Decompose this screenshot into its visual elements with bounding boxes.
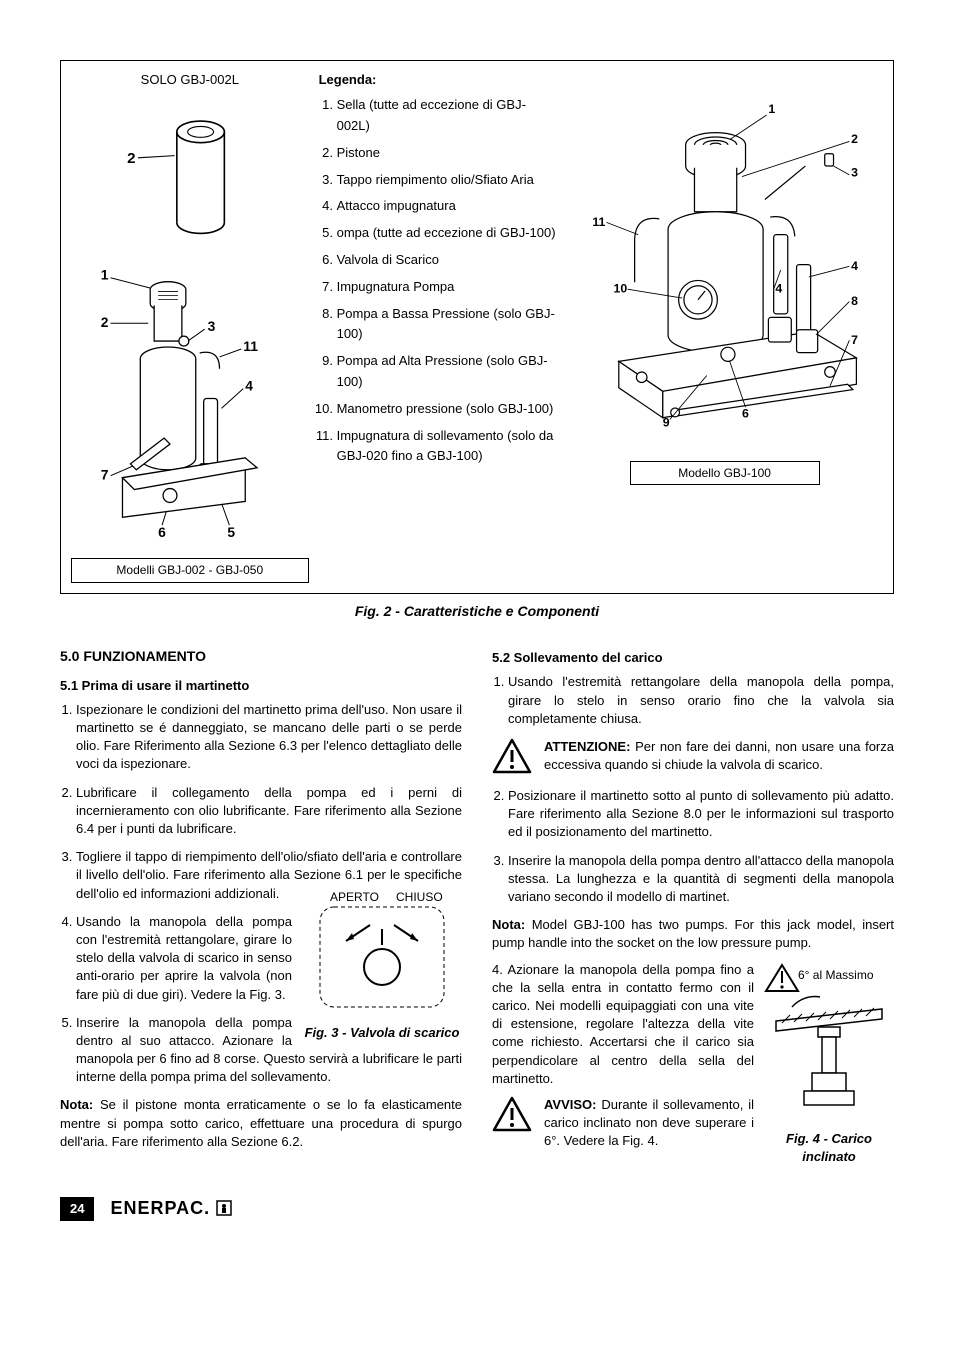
page-number: 24 [60, 1197, 94, 1221]
legend-2: Pistone [337, 143, 557, 164]
bc-1: 1 [769, 102, 776, 116]
legend-3: Tappo riempimento olio/Sfiato Aria [337, 170, 557, 191]
warning-icon [492, 1096, 532, 1137]
fig3-closed-label: CHIUSO [396, 890, 443, 904]
legend-4: Attacco impugnatura [337, 196, 557, 217]
fig3-open-label: APERTO [330, 890, 379, 904]
legend-heading: Legenda: [319, 71, 557, 89]
legend-11: Impugnatura di sollevamento (solo da GBJ… [337, 426, 557, 468]
figure-3: APERTO CHIUSO Fig. 3 - Valvola di scaric… [302, 885, 462, 1042]
bc-2: 2 [851, 132, 858, 146]
nota-right-text: Model GBJ-100 has two pumps. For this ja… [492, 917, 894, 950]
nota-right-label: Nota: [492, 917, 525, 932]
bc-4: 4 [851, 259, 858, 273]
li-5-1-3: Togliere il tappo di riempimento dell'ol… [76, 848, 462, 903]
callout-7: 7 [101, 466, 109, 482]
nota-right: Nota: Model GBJ-100 has two pumps. For t… [492, 916, 894, 952]
li-5-1-1: Ispezionare le condizioni del martinetto… [76, 701, 462, 774]
brand-logo: ENERPAC. [110, 1196, 232, 1221]
fig2-right-panel: 1 2 3 4 4 8 7 9 6 10 11 Modello GBJ-100 [566, 71, 883, 583]
legend-7: Impugnatura Pompa [337, 277, 557, 298]
left-model-caption: Modelli GBJ-002 - GBJ-050 [71, 558, 309, 583]
page-footer: 24 ENERPAC. [60, 1196, 894, 1221]
small-jack-svg: 1 2 3 11 4 7 6 5 [71, 250, 309, 547]
attenzione-label: ATTENZIONE: [544, 739, 630, 754]
legend-6: Valvola di Scarico [337, 250, 557, 271]
figure-2: SOLO GBJ-002L 2 1 2 3 11 4 7 [60, 60, 894, 594]
callout-4: 4 [245, 377, 253, 393]
attenzione-block: ATTENZIONE: Per non fare dei danni, non … [492, 738, 894, 779]
list-5-1: Ispezionare le condizioni del martinetto… [60, 701, 462, 1087]
bc-11: 11 [593, 215, 606, 229]
fig3-svg: APERTO CHIUSO [302, 885, 462, 1015]
fig4-caption: Fig. 4 - Carico inclinato [764, 1130, 894, 1166]
avviso-block: AVVISO: Durante il sollevamento, il cari… [492, 1096, 754, 1151]
legend-list: Sella (tutte ad eccezione di GBJ-002L) P… [319, 95, 557, 467]
callout-3: 3 [208, 318, 216, 334]
body-columns: 5.0 FUNZIONAMENTO 5.1 Prima di usare il … [60, 639, 894, 1172]
li-5-2-2: Posizionare il martinetto sotto al punto… [508, 787, 894, 842]
bc-3: 3 [851, 166, 858, 180]
nota-left: Nota: Se il pistone monta erraticamente … [60, 1096, 462, 1151]
legend-9: Pompa ad Alta Pressione (solo GBJ-100) [337, 351, 557, 393]
bc-7: 7 [851, 333, 858, 347]
nota-left-label: Nota: [60, 1097, 93, 1112]
h-5-0: 5.0 FUNZIONAMENTO [60, 647, 462, 667]
callout-2b: 2 [101, 314, 109, 330]
li-5-2-3: Inserire la manopola della pompa dentro … [508, 852, 894, 907]
bc-9: 9 [663, 416, 670, 430]
fig2-left-panel: SOLO GBJ-002L 2 1 2 3 11 4 7 [71, 71, 309, 583]
small-piston-svg: 2 [71, 93, 309, 244]
legend-5: ompa (tutte ad eccezione di GBJ-100) [337, 223, 557, 244]
right-model-caption: Modello GBJ-100 [630, 461, 820, 486]
h-5-1: 5.1 Prima di usare il martinetto [60, 677, 462, 695]
left-column: 5.0 FUNZIONAMENTO 5.1 Prima di usare il … [60, 639, 462, 1172]
callout-6: 6 [158, 524, 166, 540]
legend-10: Manometro pressione (solo GBJ-100) [337, 399, 557, 420]
fig4-label: 6° al Massimo [798, 968, 874, 982]
warning-icon [492, 738, 532, 779]
li-5-1-2: Lubrificare il collegamento della pompa … [76, 784, 462, 839]
big-jack-svg: 1 2 3 4 4 8 7 9 6 10 11 [566, 71, 883, 449]
list-5-2: Usando l'estremità rettangolare della ma… [492, 673, 894, 728]
brand-mark-icon [216, 1200, 232, 1216]
h-5-2: 5.2 Sollevamento del carico [492, 649, 894, 667]
callout-1: 1 [101, 266, 109, 282]
bc-6: 6 [742, 407, 749, 421]
bc-8: 8 [851, 294, 858, 308]
legend-1: Sella (tutte ad eccezione di GBJ-002L) [337, 95, 557, 137]
fig2-caption: Fig. 2 - Caratteristiche e Componenti [60, 602, 894, 622]
legend-8: Pompa a Bassa Pressione (solo GBJ-100) [337, 304, 557, 346]
bc-4b: 4 [776, 282, 783, 296]
label-solo-gbj002l: SOLO GBJ-002L [71, 71, 309, 89]
nota-left-text: Se il pistone monta erraticamente o se l… [60, 1097, 462, 1148]
callout-11: 11 [243, 338, 258, 354]
callout-5: 5 [227, 524, 235, 540]
avviso-label: AVVISO: [544, 1097, 597, 1112]
bc-10: 10 [614, 282, 628, 296]
fig3-caption: Fig. 3 - Valvola di scarico [302, 1024, 462, 1042]
fig4-svg: 6° al Massimo [764, 961, 894, 1121]
list-5-2b: Posizionare il martinetto sotto al punto… [492, 787, 894, 906]
callout-2a: 2 [127, 150, 135, 167]
figure-4: 6° al Massimo [764, 961, 894, 1167]
right-column: 5.2 Sollevamento del carico Usando l'est… [492, 639, 894, 1172]
li-5-2-1: Usando l'estremità rettangolare della ma… [508, 673, 894, 728]
fig2-legend: Legenda: Sella (tutte ad eccezione di GB… [319, 71, 557, 583]
